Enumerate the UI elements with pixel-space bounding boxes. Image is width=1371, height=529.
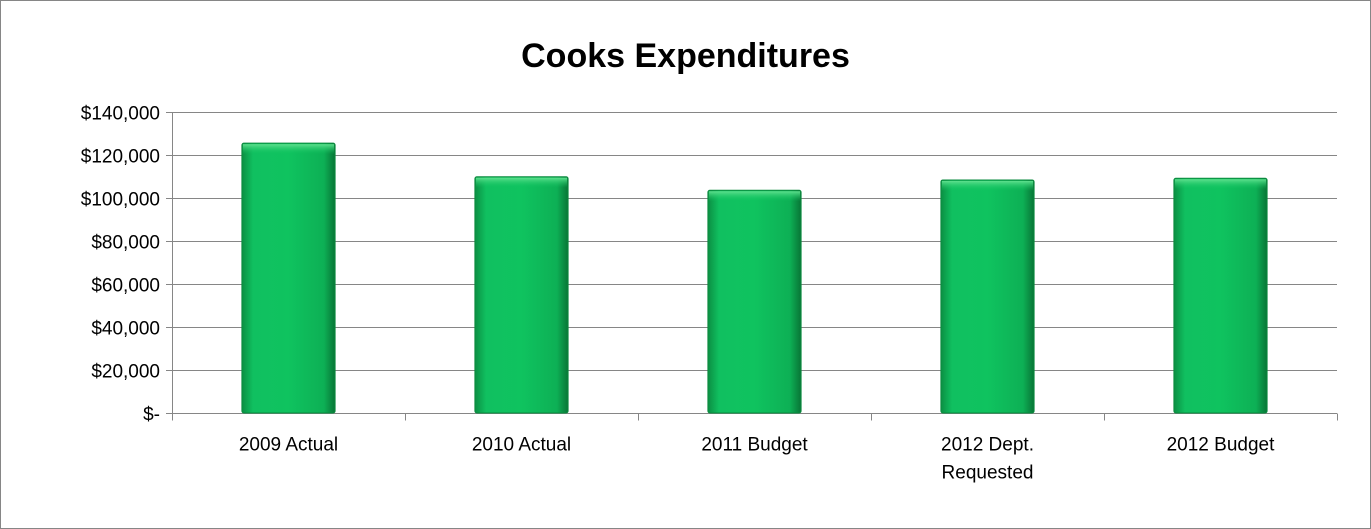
x-tick-label: 2009 Actual bbox=[239, 435, 338, 456]
y-tick-label: $40,000 bbox=[91, 319, 160, 340]
y-tick-label: $20,000 bbox=[91, 362, 160, 383]
x-tick-labels: 2009 Actual 2010 Actual 2011 Budget 2012 De… bbox=[239, 435, 1275, 484]
bars bbox=[241, 142, 1268, 414]
x-tick-label: 2010 Actual bbox=[472, 435, 571, 456]
bar bbox=[241, 142, 336, 414]
y-tick-label: $60,000 bbox=[91, 276, 160, 297]
bar bbox=[707, 189, 802, 414]
bar bbox=[1173, 177, 1268, 414]
bar bbox=[474, 176, 569, 414]
x-tick-label: 2012 Dept. Requested bbox=[941, 435, 1034, 484]
y-tick-label: $100,000 bbox=[81, 190, 160, 211]
y-tick-label: $140,000 bbox=[81, 104, 160, 125]
x-tick-label: 2012 Budget bbox=[1167, 435, 1275, 456]
y-tick-label: $- bbox=[143, 405, 160, 426]
chart-title: Cooks Expenditures bbox=[521, 37, 850, 75]
y-tick-labels: $- $20,000 $40,000 $60,000 $80,000 $100,000 $1… bbox=[81, 104, 160, 426]
y-tick-label: $120,000 bbox=[81, 147, 160, 168]
bar bbox=[940, 179, 1035, 414]
x-tick-label: 2011 Budget bbox=[701, 435, 808, 456]
y-tick-label: $80,000 bbox=[91, 233, 160, 254]
